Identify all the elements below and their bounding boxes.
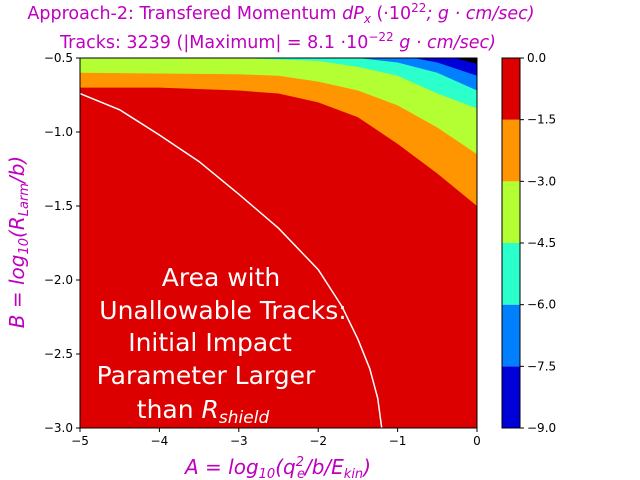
colorbar-segment [502, 304, 520, 367]
shield-boundary-line [80, 92, 383, 428]
y-tick-label: −2.0 [44, 273, 73, 287]
contour-band-4 [357, 58, 477, 91]
annotation-text: Area with Unallowable Tracks: Initial Im… [97, 263, 347, 428]
colorbar-segment [502, 58, 520, 120]
y-tick-label: −3.0 [44, 421, 73, 435]
title2-exp: −22 [368, 30, 393, 44]
plot-frame [79, 57, 478, 429]
colorbar: −9.0 −7.5 −6.0 −4.5 −3.0 −1.5 0.0 [502, 51, 556, 435]
colorbar-tick-label: −9.0 [527, 421, 556, 435]
title1-rest: ; g · cm/sec) [426, 4, 534, 24]
chart-title-line2: Tracks: 3239 (|Maximum| = 8.1 ·10−22 g ·… [59, 30, 496, 53]
colorbar-tick-label: −6.0 [527, 298, 556, 312]
contour-band-3 [238, 58, 477, 109]
title2-prefix: Tracks: 3239 (|Maximum| = 8.1 ·10 [59, 33, 368, 53]
colorbar-segment [502, 366, 520, 428]
colorbar-segment [502, 243, 520, 305]
annotation-line-3: Initial Impact [128, 328, 292, 357]
x-axis-ticks: −5 −4 −3 −2 −1 0 [71, 428, 481, 448]
colorbar-segment [502, 181, 520, 243]
title2-rest: g · cm/sec) [394, 33, 496, 53]
annotation-line-4: Parameter Larger [97, 361, 316, 390]
title1-x-sub: x [363, 12, 372, 26]
title1-exp: 22 [411, 1, 426, 15]
colorbar-segment [502, 119, 520, 182]
y-tick-label: −2.5 [44, 347, 73, 361]
y-axis-label: B = log10(RLarm/b) [5, 156, 32, 328]
y-tick-label: −1.5 [44, 199, 73, 213]
y-tick-label: −0.5 [44, 51, 73, 65]
x-tick-label: −1 [389, 434, 407, 448]
contour-band-6 [454, 58, 477, 64]
annotation-line-1: Area with [162, 263, 281, 292]
x-tick-label: −5 [71, 434, 89, 448]
contour-band-5 [413, 58, 477, 76]
colorbar-tick-label: −1.5 [527, 113, 556, 127]
x-axis-label: A = log10(q2 e/b/Ekin) [183, 455, 371, 480]
x-tick-label: −4 [151, 434, 169, 448]
y-tick-label: −1.0 [44, 125, 73, 139]
annotation-line-2: Unallowable Tracks: [99, 296, 346, 325]
chart-title-line1: Approach-2: Transfered Momentum dPx (·10… [27, 1, 534, 26]
title1-d: dP [342, 4, 364, 24]
contour-bands [80, 58, 477, 428]
colorbar-tick-label: −4.5 [527, 236, 556, 250]
colorbar-tick-label: −7.5 [527, 359, 556, 373]
colorbar-tick-label: −3.0 [527, 174, 556, 188]
plot-area [80, 58, 477, 428]
x-tick-label: −3 [230, 434, 248, 448]
annotation-line-5: than Rshield [137, 395, 270, 428]
title1-mid: (·10 [371, 4, 411, 24]
y-axis-ticks: −3.0 −2.5 −2.0 −1.5 −1.0 −0.5 [44, 51, 80, 435]
x-tick-label: 0 [473, 434, 481, 448]
colorbar-tick-label: 0.0 [527, 51, 546, 65]
colorbar-frame [501, 57, 521, 429]
x-tick-label: −2 [309, 434, 327, 448]
contour-band-2 [80, 58, 477, 155]
title1-prefix: Approach-2: Transfered Momentum [27, 4, 342, 24]
